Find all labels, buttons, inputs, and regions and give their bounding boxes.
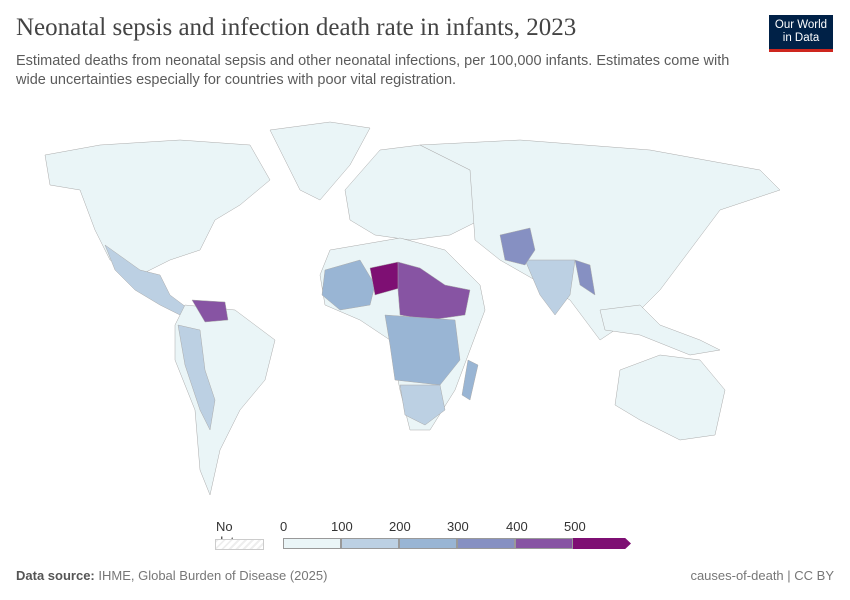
russia-asia[interactable] — [419, 139, 781, 341]
owid-logo[interactable]: Our World in Data — [769, 15, 833, 52]
legend-tick: 400 — [506, 519, 528, 534]
madagascar[interactable] — [461, 359, 479, 401]
world-map[interactable] — [0, 110, 850, 510]
legend-bin[interactable] — [515, 538, 573, 549]
legend-bin[interactable] — [283, 538, 341, 549]
southern-africa[interactable] — [399, 384, 446, 426]
southeast-asia[interactable] — [599, 304, 721, 356]
andes-countries[interactable] — [177, 324, 216, 431]
europe[interactable] — [344, 144, 481, 241]
footer-right[interactable]: causes-of-death | CC BY — [690, 568, 834, 583]
venezuela[interactable] — [191, 299, 229, 323]
legend-bin[interactable] — [399, 538, 457, 549]
south-asia[interactable] — [524, 259, 576, 316]
logo-line1: Our World — [774, 19, 828, 31]
legend-tick: 200 — [389, 519, 411, 534]
legend-tick: 500 — [564, 519, 586, 534]
logo-line2: in Data — [782, 32, 820, 44]
data-source: Data source: IHME, Global Burden of Dise… — [16, 568, 327, 583]
legend-tick: 0 — [280, 519, 288, 534]
west-africa[interactable] — [321, 259, 376, 311]
myanmar[interactable] — [574, 259, 596, 296]
countries — [44, 121, 781, 496]
legend-no-data-swatch — [215, 539, 264, 550]
legend-tick: 300 — [447, 519, 469, 534]
greenland[interactable] — [269, 121, 371, 201]
legend-bin[interactable] — [457, 538, 515, 549]
australia[interactable] — [614, 354, 726, 441]
legend-bin[interactable] — [573, 538, 631, 549]
source-text[interactable]: IHME, Global Burden of Disease (2025) — [98, 568, 328, 583]
legend-tick: 100 — [331, 519, 353, 534]
page-title: Neonatal sepsis and infection death rate… — [16, 14, 577, 41]
chad-sudan-ethiopia[interactable] — [397, 261, 471, 321]
subtitle: Estimated deaths from neonatal sepsis an… — [16, 53, 730, 88]
legend-bin[interactable] — [341, 538, 399, 549]
north-america[interactable] — [44, 139, 271, 276]
pakistan-afghanistan[interactable] — [499, 227, 536, 266]
source-label: Data source: — [16, 568, 95, 583]
